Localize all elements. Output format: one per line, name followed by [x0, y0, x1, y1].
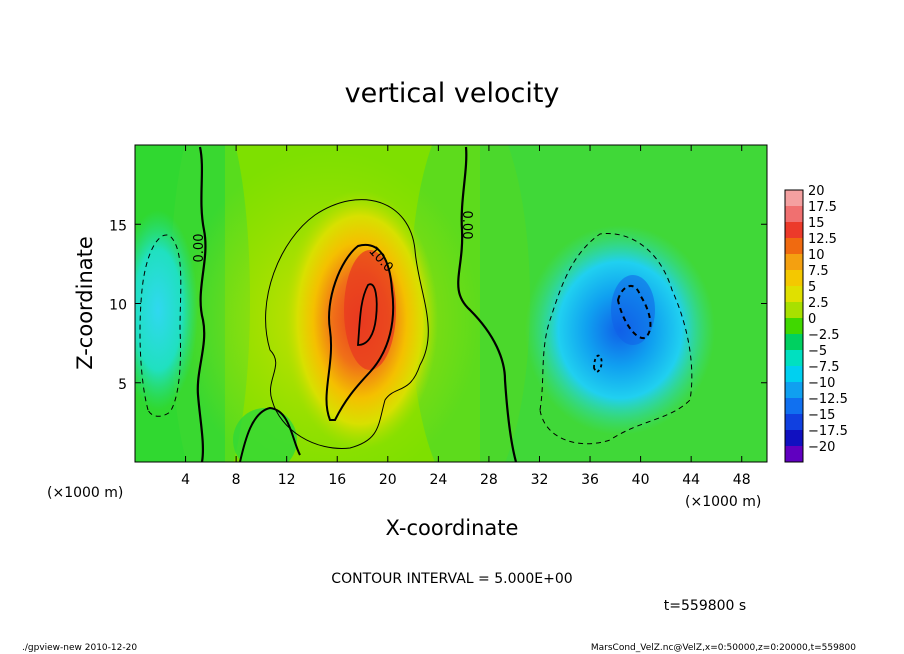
colorbar-frame [784, 189, 804, 463]
colorbar-swatch [785, 254, 803, 271]
footer-left: ./gpview-new 2010-12-20 [22, 643, 137, 653]
y-tick-label: 10 [109, 298, 127, 314]
colorbar-label: 10 [808, 248, 825, 263]
colorbar-swatch [785, 398, 803, 415]
x-tick-label: 20 [379, 472, 397, 488]
z-unit-label: (×1000 m) [47, 485, 123, 501]
contour-label-zero-left: 0.00 [192, 234, 207, 263]
x-tick-label: 36 [581, 472, 599, 488]
colorbar-swatch [785, 414, 803, 431]
x-tick-label: 24 [429, 472, 447, 488]
colorbar-swatch [785, 190, 803, 207]
field-shading [135, 145, 767, 462]
y-tick-label: 15 [109, 218, 127, 234]
x-tick-label: 40 [632, 472, 650, 488]
time-text: t=559800 s [664, 598, 746, 614]
chart-title: vertical velocity [345, 78, 560, 109]
colorbar-label: 17.5 [808, 200, 837, 215]
colorbar-label: 20 [808, 184, 825, 199]
colorbar-swatch [785, 382, 803, 399]
contour-label-zero-right: 0.00 [459, 211, 474, 240]
colorbar-swatch [785, 334, 803, 351]
y-axis-ticks: 5 10 15 [109, 218, 767, 393]
colorbar-swatch [785, 366, 803, 383]
colorbar-swatch [785, 286, 803, 303]
colorbar-swatch [785, 446, 803, 463]
colorbar-swatch [785, 350, 803, 367]
colorbar-label: 0 [808, 312, 816, 327]
x-axis-ticks: 4 8 12 16 20 24 28 32 36 40 44 48 [181, 145, 751, 488]
x-tick-label: 12 [278, 472, 296, 488]
colorbar-label: −20 [808, 440, 835, 455]
colorbar-label: −7.5 [808, 360, 840, 375]
x-tick-label: 32 [531, 472, 549, 488]
colorbar-label: 15 [808, 216, 825, 231]
contours [139, 146, 693, 462]
colorbar-swatch [785, 270, 803, 287]
x-tick-label: 28 [480, 472, 498, 488]
colorbar-label: −2.5 [808, 328, 840, 343]
x-axis-label: X-coordinate [386, 516, 519, 540]
colorbar-label: 5 [808, 280, 816, 295]
y-axis-label: Z-coordinate [73, 236, 97, 370]
colorbar-label: 7.5 [808, 264, 829, 279]
colorbar-label: −15 [808, 408, 835, 423]
colorbar-label: 12.5 [808, 232, 837, 247]
contour-interval-text: CONTOUR INTERVAL = 5.000E+00 [331, 571, 572, 587]
x-tick-label: 48 [733, 472, 751, 488]
colorbar-swatch [785, 238, 803, 255]
colorbar-label: −12.5 [808, 392, 848, 407]
colorbar-label: 2.5 [808, 296, 829, 311]
colorbar-label: −10 [808, 376, 835, 391]
x-unit-label: (×1000 m) [685, 494, 761, 510]
colorbar-swatch [785, 222, 803, 239]
colorbar-swatch [785, 302, 803, 319]
footer-right: MarsCond_VelZ.nc@VelZ,x=0:50000,z=0:2000… [591, 643, 856, 653]
colorbar-label: −5 [808, 344, 827, 359]
colorbar: 2017.51512.5107.552.50−2.5−5−7.5−10−12.5… [784, 184, 848, 463]
colorbar-swatch [785, 430, 803, 447]
colorbar-swatch [785, 206, 803, 223]
colorbar-label: −17.5 [808, 424, 848, 439]
colorbar-swatch [785, 318, 803, 335]
x-tick-label: 44 [682, 472, 700, 488]
x-tick-label: 16 [328, 472, 346, 488]
x-tick-label: 4 [181, 472, 190, 488]
x-tick-label: 8 [232, 472, 241, 488]
y-tick-label: 5 [118, 377, 127, 393]
